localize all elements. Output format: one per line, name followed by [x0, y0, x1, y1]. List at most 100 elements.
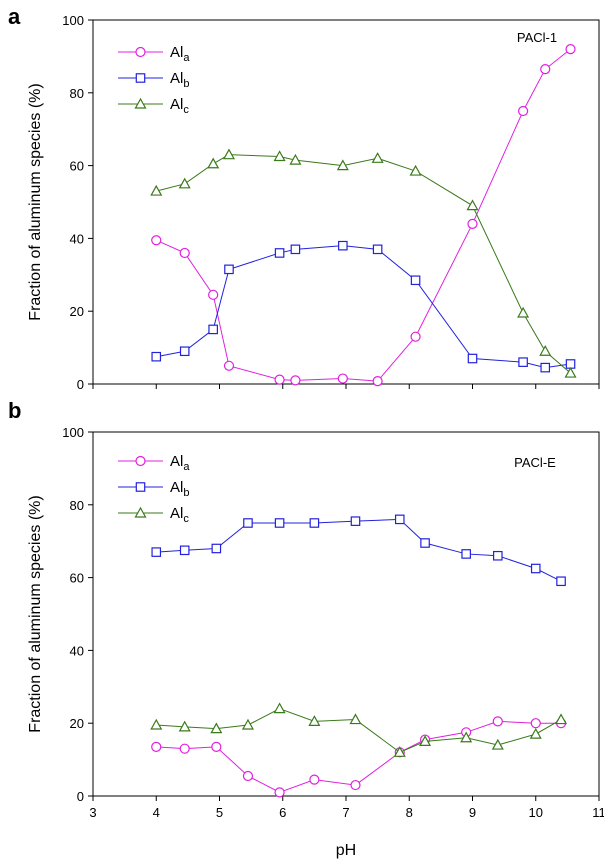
data-point-a-c: [517, 306, 530, 318]
data-point-b-c: [273, 702, 286, 714]
legend-label-b-c: Alc: [170, 505, 189, 525]
data-point-b-c: [210, 722, 223, 734]
data-point-b-c: [308, 715, 321, 726]
y-axis-title-b: Fraction of aluminum species (%): [27, 495, 44, 732]
data-point-b-b: [211, 543, 222, 554]
y-tick-label-a: 60: [70, 159, 84, 174]
y-tick-label-a: 0: [77, 377, 84, 392]
data-point-a-b: [290, 244, 301, 255]
data-point-a-a: [565, 44, 576, 55]
x-tick-label-b: 5: [216, 805, 223, 820]
data-point-b-b: [274, 518, 285, 528]
data-point-b-c: [460, 731, 473, 743]
data-point-b-b: [394, 514, 405, 525]
data-point-b-b: [243, 518, 253, 528]
series-line-a-c: [156, 154, 571, 374]
plot-frame-a: [92, 19, 600, 385]
data-point-b-c: [555, 713, 568, 725]
data-point-a-c: [539, 345, 552, 356]
data-point-a-c: [222, 148, 236, 160]
data-point-b-b: [556, 576, 566, 587]
data-point-a-a: [274, 374, 285, 385]
chart-panel-a: 0 20 40 60 80 100 Ala Alb Alc PACl-1 a: [8, 4, 600, 392]
data-point-a-a: [337, 373, 348, 384]
panel-letter-b: b: [8, 398, 21, 423]
data-point-a-c: [371, 152, 384, 163]
data-point-b-c: [178, 720, 191, 732]
data-point-a-b: [372, 244, 383, 255]
data-point-b-a: [151, 741, 162, 752]
data-point-a-b: [208, 324, 218, 335]
legend-label-b-a: Ala: [170, 453, 190, 473]
data-point-a-a: [290, 375, 301, 386]
data-point-b-a: [350, 779, 361, 791]
data-point-b-c: [150, 718, 163, 730]
data-point-b-a: [309, 774, 320, 785]
data-point-b-b: [461, 549, 471, 559]
y-tick-label-b: 80: [70, 498, 84, 513]
x-tick-label-b: 9: [469, 805, 476, 820]
data-point-a-c: [289, 153, 302, 165]
legend-subscript-b-c: c: [183, 513, 189, 525]
legend-marker-b-a: [135, 455, 146, 467]
data-point-a-c: [150, 184, 163, 196]
y-tick-label-a: 80: [70, 86, 84, 101]
x-tick-label-b: 4: [153, 805, 160, 820]
legend-subscript-a-c: c: [183, 104, 189, 116]
data-point-a-b: [338, 240, 348, 251]
legend-label-a-a: Ala: [170, 44, 190, 64]
panel-tag-b: PACl-E: [514, 455, 556, 470]
y-tick-label-a: 20: [70, 304, 84, 319]
data-point-b-b: [530, 563, 541, 574]
panel-letter-a: a: [8, 4, 21, 29]
legend-a: Ala Alb Alc: [118, 44, 190, 116]
y-tick-label-b: 60: [70, 571, 84, 586]
y-tick-label-b: 100: [62, 425, 84, 440]
legend-marker-a-c: [134, 97, 147, 109]
panel-tag-a: PACl-1: [517, 30, 557, 45]
data-point-b-b: [309, 518, 320, 528]
data-point-b-a: [492, 716, 503, 727]
data-point-b-a: [179, 743, 190, 754]
data-point-a-b: [467, 353, 478, 364]
legend-marker-a-a: [135, 46, 146, 58]
series-line-a-a: [156, 48, 571, 382]
data-point-b-c: [241, 718, 254, 730]
y-tick-label-b: 0: [77, 789, 84, 804]
data-point-a-b: [540, 362, 551, 373]
data-point-b-b: [350, 516, 361, 526]
data-point-b-b: [420, 538, 430, 548]
x-tick-label-b: 6: [279, 805, 286, 820]
y-tick-label-b: 20: [70, 716, 84, 731]
y-tick-label-a: 40: [70, 231, 84, 246]
data-point-a-c: [207, 157, 220, 169]
x-tick-label-b: 3: [89, 805, 96, 820]
data-point-b-a: [242, 770, 254, 782]
legend-label-a-c: Alc: [170, 96, 189, 116]
x-tick-label-b: 7: [342, 805, 349, 820]
data-point-a-a: [410, 331, 421, 342]
data-point-a-a: [540, 64, 551, 75]
data-point-b-c: [349, 713, 362, 725]
y-tick-label-b: 40: [70, 643, 84, 658]
legend-subscript-b-b: b: [183, 487, 189, 499]
legend-marker-b-c: [134, 506, 147, 518]
legend-label-a-b: Alb: [170, 70, 189, 90]
x-tick-label-b: 11: [592, 805, 604, 820]
legend-subscript-a-b: b: [183, 78, 189, 90]
x-tick-label-b: 10: [529, 805, 543, 820]
x-tick-label-b: 8: [406, 805, 413, 820]
data-point-a-a: [517, 105, 529, 117]
data-point-a-b: [410, 275, 421, 286]
y-axis-title-a: Fraction of aluminum species (%): [27, 83, 44, 320]
data-point-a-a: [223, 360, 235, 371]
data-point-b-c: [529, 727, 542, 739]
legend-label-b-b: Alb: [170, 479, 189, 499]
legend-subscript-b-a: a: [183, 461, 190, 473]
data-point-b-b: [151, 547, 162, 557]
chart-panel-b: 0 20 40 60 80 100 3 4 5 6 7 8 9 10 11 Ala Alb Alc PACl-E b: [8, 398, 604, 820]
data-point-a-a: [179, 247, 190, 259]
plot-frame-b: [92, 431, 600, 797]
series-line-a-b: [156, 245, 571, 369]
